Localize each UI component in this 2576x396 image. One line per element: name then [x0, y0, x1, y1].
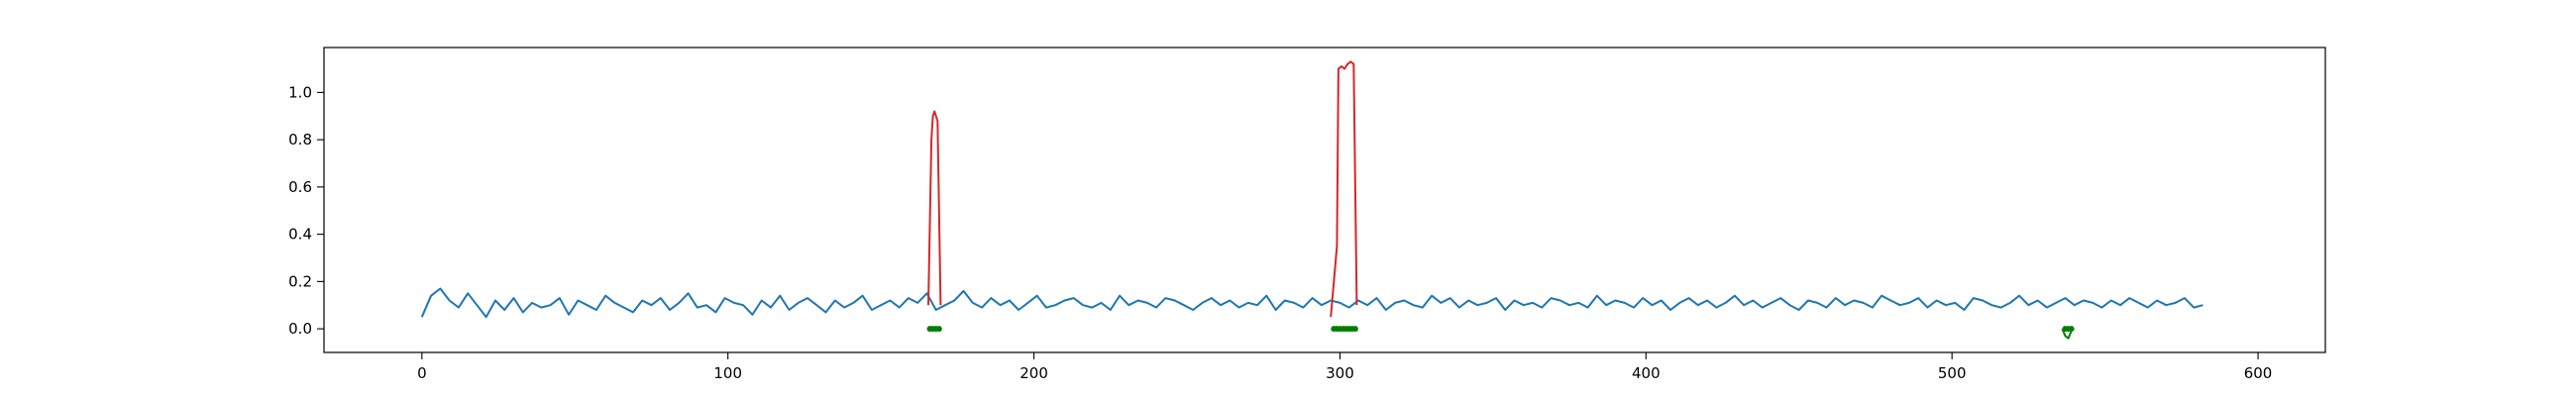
y-tick-label: 0.8: [288, 131, 312, 148]
x-axis: 0 100 200 300 400 500 600: [417, 352, 2272, 382]
series-0-line: [420, 287, 2203, 319]
axes-frame: [323, 47, 2326, 353]
series-3-point: [1351, 326, 1358, 333]
y-tick-label: 0.6: [288, 178, 312, 196]
series-1-line: [927, 110, 942, 306]
y-tick-label: 0.2: [288, 272, 312, 290]
x-tick-label: 600: [2244, 364, 2273, 382]
y-tick-label: 0.0: [288, 320, 312, 338]
y-tick-label: 0.4: [288, 226, 312, 244]
x-tick-label: 300: [1326, 364, 1354, 382]
series-3-point: [2068, 326, 2075, 333]
x-tick-label: 400: [1632, 364, 1661, 382]
series-4-line: [2061, 328, 2073, 340]
series-2-line: [1330, 60, 1358, 318]
series-3-point: [935, 326, 942, 333]
x-tick-label: 100: [713, 364, 742, 382]
y-tick-label: 1.0: [288, 83, 312, 101]
x-tick-label: 200: [1020, 364, 1048, 382]
x-tick-label: 500: [1938, 364, 1967, 382]
series-layer: [420, 60, 2203, 340]
y-axis: 0.0 0.2 0.4 0.6 0.8 1.0: [288, 83, 324, 338]
x-tick-label: 0: [417, 364, 427, 382]
